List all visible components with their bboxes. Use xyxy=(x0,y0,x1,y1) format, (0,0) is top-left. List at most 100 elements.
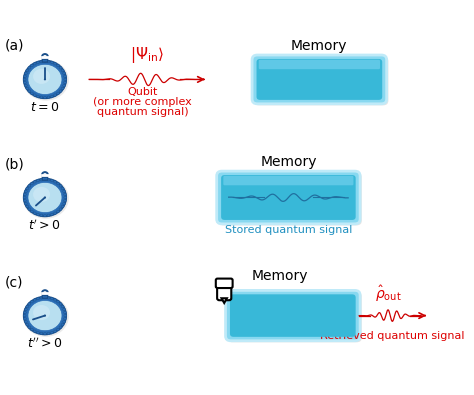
Circle shape xyxy=(24,190,27,193)
Circle shape xyxy=(30,328,33,331)
Circle shape xyxy=(59,326,62,329)
Circle shape xyxy=(24,202,27,205)
Circle shape xyxy=(28,182,62,213)
FancyBboxPatch shape xyxy=(42,57,47,62)
Circle shape xyxy=(56,182,59,185)
Circle shape xyxy=(63,85,65,87)
Circle shape xyxy=(64,318,66,320)
Circle shape xyxy=(44,60,46,62)
FancyBboxPatch shape xyxy=(259,60,380,69)
Circle shape xyxy=(63,320,65,323)
Circle shape xyxy=(28,66,31,69)
Circle shape xyxy=(63,202,65,205)
Text: Qubit: Qubit xyxy=(127,87,157,97)
Circle shape xyxy=(24,308,27,310)
FancyBboxPatch shape xyxy=(254,56,388,105)
Circle shape xyxy=(54,94,56,96)
Circle shape xyxy=(36,297,39,300)
Circle shape xyxy=(51,95,54,98)
Circle shape xyxy=(51,61,54,64)
Circle shape xyxy=(28,326,31,329)
FancyBboxPatch shape xyxy=(228,292,362,342)
Polygon shape xyxy=(221,298,227,303)
Circle shape xyxy=(33,62,36,65)
Circle shape xyxy=(24,72,27,75)
Circle shape xyxy=(47,332,50,335)
Text: (c): (c) xyxy=(5,275,24,289)
Circle shape xyxy=(44,197,46,198)
Circle shape xyxy=(61,205,64,208)
Circle shape xyxy=(47,297,50,299)
Circle shape xyxy=(26,305,29,308)
Circle shape xyxy=(33,181,36,183)
Circle shape xyxy=(40,332,43,335)
Circle shape xyxy=(30,301,33,303)
FancyBboxPatch shape xyxy=(230,294,356,337)
FancyBboxPatch shape xyxy=(42,293,47,298)
Circle shape xyxy=(63,308,65,310)
Text: Stored quantum signal: Stored quantum signal xyxy=(225,225,352,235)
Circle shape xyxy=(33,94,36,96)
Circle shape xyxy=(33,299,36,301)
Circle shape xyxy=(59,90,62,92)
Circle shape xyxy=(44,79,46,81)
Circle shape xyxy=(61,324,64,326)
Circle shape xyxy=(36,95,39,98)
Circle shape xyxy=(24,297,66,335)
Circle shape xyxy=(61,305,64,308)
Circle shape xyxy=(24,318,27,320)
Circle shape xyxy=(24,179,66,216)
Circle shape xyxy=(61,87,64,90)
Circle shape xyxy=(59,208,62,211)
Circle shape xyxy=(36,331,39,334)
Circle shape xyxy=(56,328,59,331)
Circle shape xyxy=(30,182,33,185)
Circle shape xyxy=(28,301,62,331)
Circle shape xyxy=(23,196,26,199)
Circle shape xyxy=(54,181,56,183)
Circle shape xyxy=(30,92,33,94)
Circle shape xyxy=(51,213,54,216)
Circle shape xyxy=(54,212,56,214)
Circle shape xyxy=(59,66,62,69)
Circle shape xyxy=(26,205,29,208)
Circle shape xyxy=(24,199,27,202)
Circle shape xyxy=(26,69,29,71)
Circle shape xyxy=(63,72,65,75)
Circle shape xyxy=(28,64,62,94)
Circle shape xyxy=(23,314,26,317)
Circle shape xyxy=(40,60,43,63)
Circle shape xyxy=(56,301,59,303)
Circle shape xyxy=(33,187,50,202)
Circle shape xyxy=(54,62,56,65)
Circle shape xyxy=(47,214,50,216)
FancyBboxPatch shape xyxy=(226,290,360,341)
Circle shape xyxy=(64,314,67,317)
Circle shape xyxy=(36,179,39,182)
Circle shape xyxy=(56,92,59,94)
Circle shape xyxy=(24,60,66,98)
Circle shape xyxy=(33,212,36,214)
Text: Memory: Memory xyxy=(251,269,308,283)
Circle shape xyxy=(59,184,62,187)
Circle shape xyxy=(40,214,43,216)
Circle shape xyxy=(30,210,33,213)
Circle shape xyxy=(26,324,29,326)
Text: (b): (b) xyxy=(5,157,25,171)
Circle shape xyxy=(24,81,27,84)
Circle shape xyxy=(33,69,50,84)
Circle shape xyxy=(36,213,39,216)
Circle shape xyxy=(24,193,27,196)
Circle shape xyxy=(44,296,46,299)
Circle shape xyxy=(64,81,66,84)
Circle shape xyxy=(36,61,39,64)
Circle shape xyxy=(64,75,66,77)
Circle shape xyxy=(23,60,69,101)
Circle shape xyxy=(28,303,31,305)
Circle shape xyxy=(24,85,27,87)
Text: $t' > 0$: $t' > 0$ xyxy=(28,218,62,233)
Text: Memory: Memory xyxy=(291,39,347,53)
Circle shape xyxy=(44,333,46,335)
FancyBboxPatch shape xyxy=(221,175,356,220)
Circle shape xyxy=(44,314,46,316)
